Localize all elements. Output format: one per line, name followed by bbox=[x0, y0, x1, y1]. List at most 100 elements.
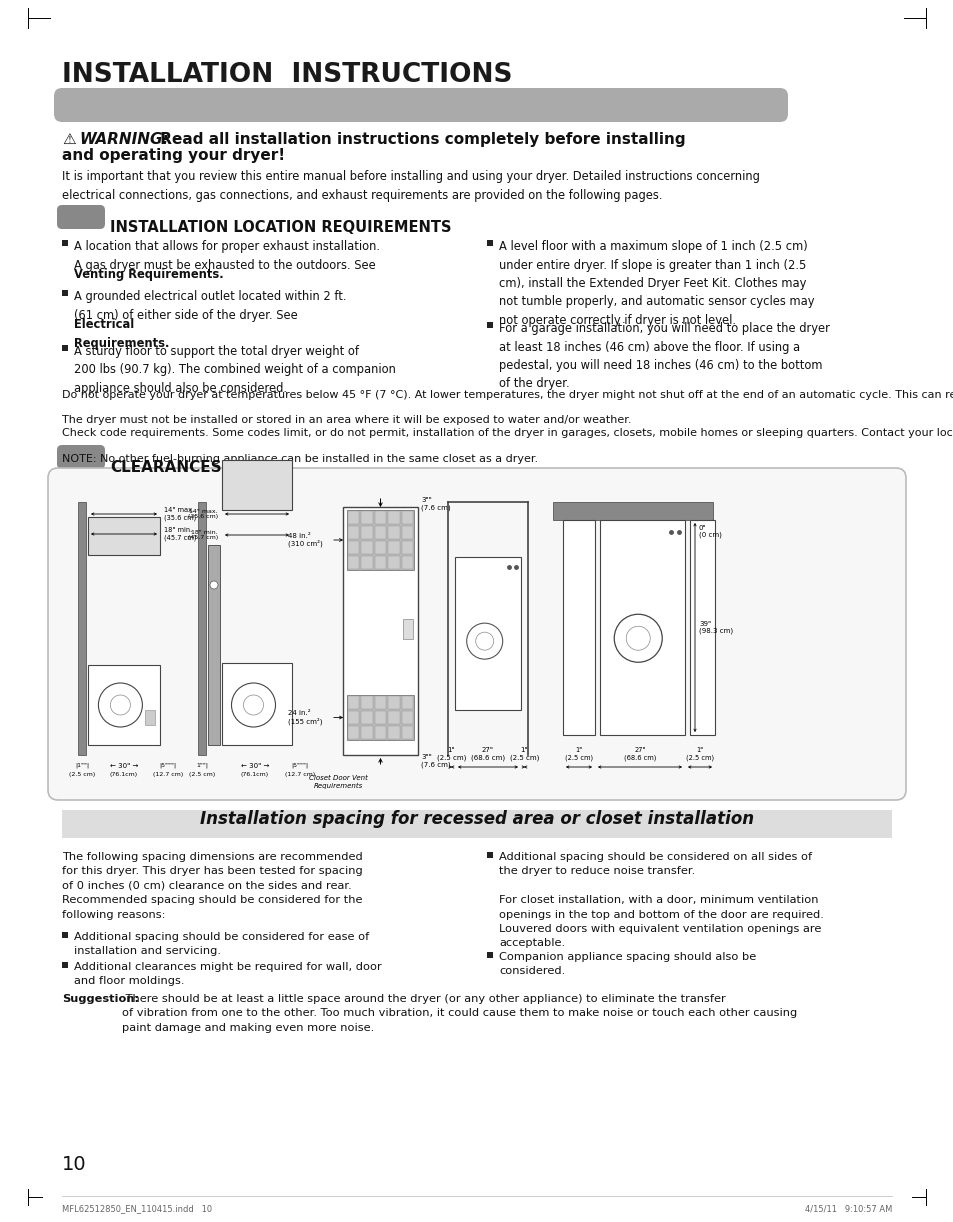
Text: A sturdy floor to support the total dryer weight of
200 lbs (90.7 kg). The combi: A sturdy floor to support the total drye… bbox=[74, 345, 395, 395]
Text: 1"
(2.5 cm): 1" (2.5 cm) bbox=[509, 748, 538, 761]
FancyBboxPatch shape bbox=[57, 205, 105, 229]
Bar bbox=[348, 541, 359, 554]
Bar bbox=[198, 502, 206, 755]
Bar bbox=[361, 541, 373, 554]
Text: 3""
(7.6 cm): 3"" (7.6 cm) bbox=[420, 497, 450, 511]
FancyBboxPatch shape bbox=[62, 97, 781, 112]
Text: |5"""|: |5"""| bbox=[159, 763, 176, 769]
Text: (12.7 cm): (12.7 cm) bbox=[285, 772, 314, 777]
Text: (2.5 cm): (2.5 cm) bbox=[69, 772, 95, 777]
FancyBboxPatch shape bbox=[48, 468, 905, 800]
Bar bbox=[88, 517, 160, 555]
Bar bbox=[401, 511, 413, 524]
Text: Venting Requirements.: Venting Requirements. bbox=[74, 268, 223, 281]
Text: 1"
(2.5 cm): 1" (2.5 cm) bbox=[685, 748, 713, 761]
Text: WARNING:: WARNING: bbox=[79, 132, 169, 147]
Bar bbox=[348, 697, 359, 709]
Text: |1""|: |1""| bbox=[75, 763, 89, 769]
Text: A level floor with a maximum slope of 1 inch (2.5 cm)
under entire dryer. If slo: A level floor with a maximum slope of 1 … bbox=[498, 240, 814, 327]
Bar bbox=[486, 952, 493, 958]
Bar bbox=[62, 932, 68, 938]
Bar bbox=[375, 541, 386, 554]
Bar bbox=[361, 525, 373, 539]
Bar bbox=[401, 726, 413, 739]
Text: 1""|: 1""| bbox=[195, 763, 208, 769]
Bar bbox=[62, 810, 891, 838]
Text: NOTE: No other fuel-burning appliance can be installed in the same closet as a d: NOTE: No other fuel-burning appliance ca… bbox=[62, 455, 537, 464]
Bar bbox=[402, 618, 413, 639]
Bar bbox=[347, 510, 414, 569]
Bar bbox=[222, 664, 292, 745]
Bar bbox=[361, 556, 373, 569]
Bar bbox=[375, 511, 386, 524]
Bar bbox=[222, 459, 292, 510]
Text: 1"
(2.5 cm): 1" (2.5 cm) bbox=[564, 748, 593, 761]
Text: (12.7 cm): (12.7 cm) bbox=[152, 772, 183, 777]
Text: ← 30" →: ← 30" → bbox=[240, 763, 269, 769]
Text: A grounded electrical outlet located within 2 ft.
(61 cm) of either side of the : A grounded electrical outlet located wit… bbox=[74, 290, 346, 321]
Bar bbox=[401, 697, 413, 709]
Text: (76.1cm): (76.1cm) bbox=[110, 772, 138, 777]
Text: 0"
(0 cm): 0" (0 cm) bbox=[699, 525, 721, 539]
Bar bbox=[401, 711, 413, 723]
Circle shape bbox=[210, 580, 218, 589]
Bar bbox=[388, 511, 399, 524]
FancyBboxPatch shape bbox=[57, 445, 105, 469]
Bar bbox=[361, 511, 373, 524]
Bar bbox=[401, 525, 413, 539]
Bar bbox=[347, 695, 414, 741]
Text: 48 in.²
(310 cm²): 48 in.² (310 cm²) bbox=[288, 533, 322, 547]
Bar bbox=[88, 665, 160, 745]
Bar bbox=[348, 511, 359, 524]
Text: The dryer must not be installed or stored in an area where it will be exposed to: The dryer must not be installed or store… bbox=[62, 415, 631, 425]
Bar bbox=[361, 726, 373, 739]
Text: Companion appliance spacing should also be
considered.: Companion appliance spacing should also … bbox=[498, 952, 756, 976]
Bar bbox=[486, 240, 493, 246]
Bar bbox=[62, 290, 68, 296]
Text: CLEARANCES: CLEARANCES bbox=[110, 459, 221, 475]
Text: ← 30" →: ← 30" → bbox=[110, 763, 138, 769]
Text: 39"
(98.3 cm): 39" (98.3 cm) bbox=[699, 621, 732, 634]
Bar bbox=[343, 507, 417, 755]
Text: and operating your dryer!: and operating your dryer! bbox=[62, 148, 285, 163]
Bar bbox=[388, 525, 399, 539]
Bar bbox=[78, 502, 86, 755]
Bar bbox=[375, 525, 386, 539]
Text: (76.1cm): (76.1cm) bbox=[241, 772, 269, 777]
Bar bbox=[599, 521, 684, 734]
Text: 1"
(2.5 cm): 1" (2.5 cm) bbox=[436, 748, 466, 761]
Text: |5"""|: |5"""| bbox=[291, 763, 308, 769]
Text: The following spacing dimensions are recommended
for this dryer. This dryer has : The following spacing dimensions are rec… bbox=[62, 852, 362, 920]
Text: It is important that you review this entire manual before installing and using y: It is important that you review this ent… bbox=[62, 170, 760, 202]
Bar bbox=[348, 556, 359, 569]
Text: 24 in.²
(155 cm²): 24 in.² (155 cm²) bbox=[288, 710, 322, 725]
Bar bbox=[401, 556, 413, 569]
Bar bbox=[486, 852, 493, 858]
Bar bbox=[62, 240, 68, 246]
Text: INSTALLATION  INSTRUCTIONS: INSTALLATION INSTRUCTIONS bbox=[62, 62, 512, 88]
Text: Electrical
Requirements.: Electrical Requirements. bbox=[74, 318, 170, 349]
Bar bbox=[361, 697, 373, 709]
Text: 14" max.
(35.6 cm): 14" max. (35.6 cm) bbox=[164, 507, 196, 521]
Text: Suggestion:: Suggestion: bbox=[62, 993, 139, 1004]
Text: ⚠: ⚠ bbox=[62, 132, 75, 147]
Bar bbox=[388, 556, 399, 569]
Text: MFL62512850_EN_110415.indd   10: MFL62512850_EN_110415.indd 10 bbox=[62, 1204, 212, 1213]
Text: Additional clearances might be required for wall, door
and floor moldings.: Additional clearances might be required … bbox=[74, 962, 381, 986]
Bar bbox=[562, 521, 595, 734]
Bar bbox=[401, 541, 413, 554]
Text: There should be at least a little space around the dryer (or any other appliance: There should be at least a little space … bbox=[122, 993, 797, 1033]
Text: For a garage installation, you will need to place the dryer
at least 18 inches (: For a garage installation, you will need… bbox=[498, 323, 829, 391]
Text: INSTALLATION LOCATION REQUIREMENTS: INSTALLATION LOCATION REQUIREMENTS bbox=[110, 220, 451, 235]
Bar bbox=[62, 345, 68, 351]
Bar bbox=[375, 711, 386, 723]
Bar bbox=[553, 502, 712, 521]
Bar bbox=[388, 726, 399, 739]
Bar bbox=[62, 962, 68, 968]
Bar bbox=[375, 556, 386, 569]
Text: 10: 10 bbox=[62, 1155, 87, 1174]
Bar bbox=[348, 726, 359, 739]
Text: 18" min.
(45.7 cm): 18" min. (45.7 cm) bbox=[188, 529, 218, 540]
Bar bbox=[388, 711, 399, 723]
Text: (2.5 cm): (2.5 cm) bbox=[189, 772, 214, 777]
